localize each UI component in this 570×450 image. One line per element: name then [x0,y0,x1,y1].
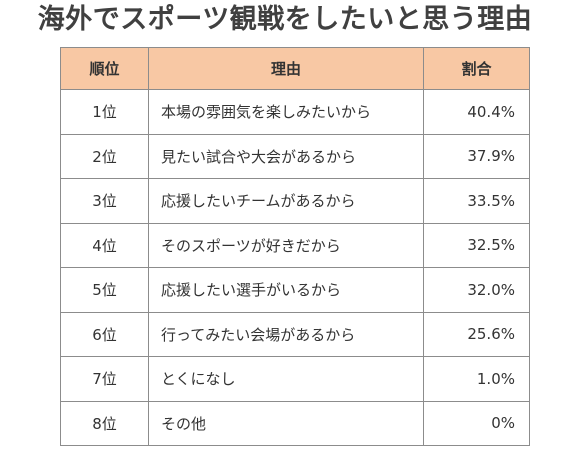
rank-cell: 2位 [60,133,149,179]
ranking-table: 順位 理由 割合 1位 本場の雰囲気を楽しみたいから 40.4% 2位 見たい試… [60,47,530,446]
percentage-cell: 33.5% [423,178,530,224]
table-header-row: 順位 理由 割合 [60,47,530,90]
reason-cell: 見たい試合や大会があるから [148,133,424,179]
percentage-cell: 32.0% [423,267,530,313]
table-row: 3位 応援したいチームがあるから 33.5% [60,178,530,224]
reason-cell: とくになし [148,356,424,402]
percentage-cell: 25.6% [423,311,530,357]
reason-cell: そのスポーツが好きだから [148,222,424,268]
rank-cell: 1位 [60,89,149,135]
reason-cell: 応援したい選手がいるから [148,267,424,313]
header-rank: 順位 [60,47,149,90]
table-row: 6位 行ってみたい会場があるから 25.6% [60,311,530,357]
table-row: 1位 本場の雰囲気を楽しみたいから 40.4% [60,89,530,135]
rank-cell: 7位 [60,356,149,402]
percentage-cell: 40.4% [423,89,530,135]
percentage-cell: 37.9% [423,133,530,179]
table-row: 8位 その他 0% [60,400,530,446]
table-row: 5位 応援したい選手がいるから 32.0% [60,267,530,313]
reason-cell: その他 [148,400,424,446]
table-row: 7位 とくになし 1.0% [60,356,530,402]
rank-cell: 6位 [60,311,149,357]
rank-cell: 5位 [60,267,149,313]
percentage-cell: 0% [423,400,530,446]
rank-cell: 8位 [60,400,149,446]
percentage-cell: 32.5% [423,222,530,268]
reason-cell: 本場の雰囲気を楽しみたいから [148,89,424,135]
rank-cell: 3位 [60,178,149,224]
table-row: 2位 見たい試合や大会があるから 37.9% [60,133,530,179]
table-row: 4位 そのスポーツが好きだから 32.5% [60,222,530,268]
page-title: 海外でスポーツ観戦をしたいと思う理由 [37,4,533,35]
percentage-cell: 1.0% [423,356,530,402]
rank-cell: 4位 [60,222,149,268]
header-reason: 理由 [148,47,424,90]
header-percentage: 割合 [423,47,530,90]
reason-cell: 行ってみたい会場があるから [148,311,424,357]
reason-cell: 応援したいチームがあるから [148,178,424,224]
